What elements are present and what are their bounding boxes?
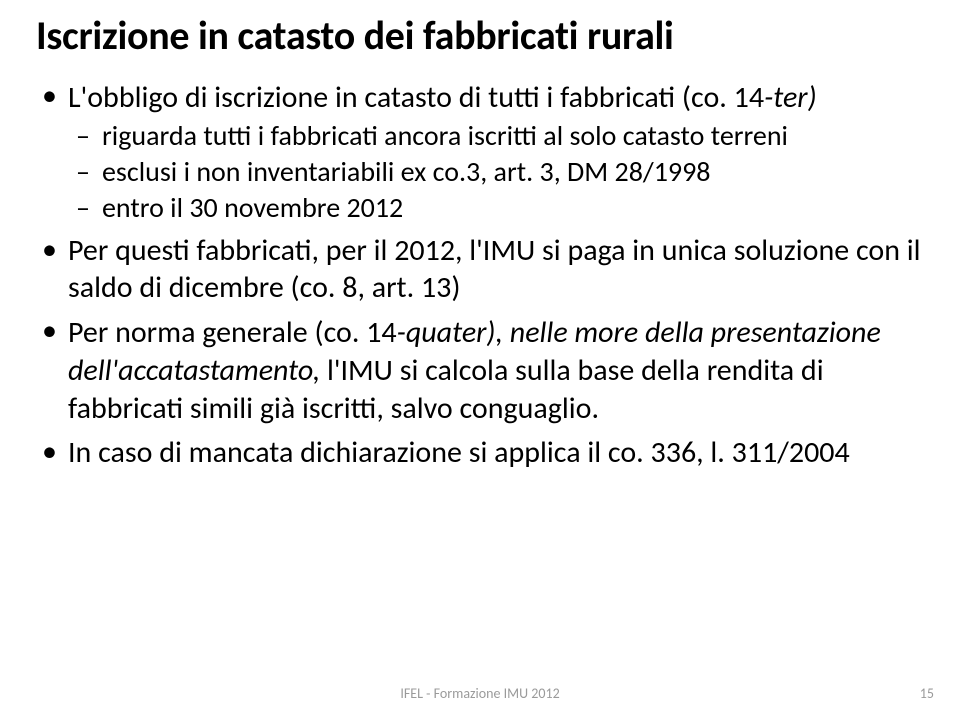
- slide-title: Iscrizione in catasto dei fabbricati rur…: [36, 14, 924, 57]
- slide: Iscrizione in catasto dei fabbricati rur…: [0, 0, 960, 716]
- bullet-3-plain-a: Per norma generale (co. 14: [68, 314, 397, 351]
- bullet-4: In caso di mancata dichiarazione si appl…: [36, 435, 924, 472]
- bullet-1-sublist: riguarda tutti i fabbricati ancora iscri…: [68, 119, 924, 225]
- bullet-1-sub-3: entro il 30 novembre 2012: [68, 191, 924, 225]
- page-number: 15: [920, 685, 934, 702]
- bullet-3: Per norma generale (co. 14-quater), nell…: [36, 314, 924, 427]
- bullet-1-sub-2: esclusi i non inventariabili ex co.3, ar…: [68, 155, 924, 189]
- bullet-1-text: L'obbligo di iscrizione in catasto di tu…: [68, 79, 817, 116]
- bullet-2: Per questi fabbricati, per il 2012, l'IM…: [36, 233, 924, 306]
- footer-text: IFEL - Formazione IMU 2012: [0, 685, 960, 702]
- bullet-1-plain-a: L'obbligo di iscrizione in catasto di tu…: [68, 79, 764, 116]
- bullet-1-italic: -ter): [764, 79, 817, 116]
- bullet-list: L'obbligo di iscrizione in catasto di tu…: [36, 79, 924, 472]
- bullet-1: L'obbligo di iscrizione in catasto di tu…: [36, 79, 924, 225]
- bullet-3-text: Per norma generale (co. 14-quater), nell…: [68, 314, 881, 426]
- bullet-1-sub-1: riguarda tutti i fabbricati ancora iscri…: [68, 119, 924, 153]
